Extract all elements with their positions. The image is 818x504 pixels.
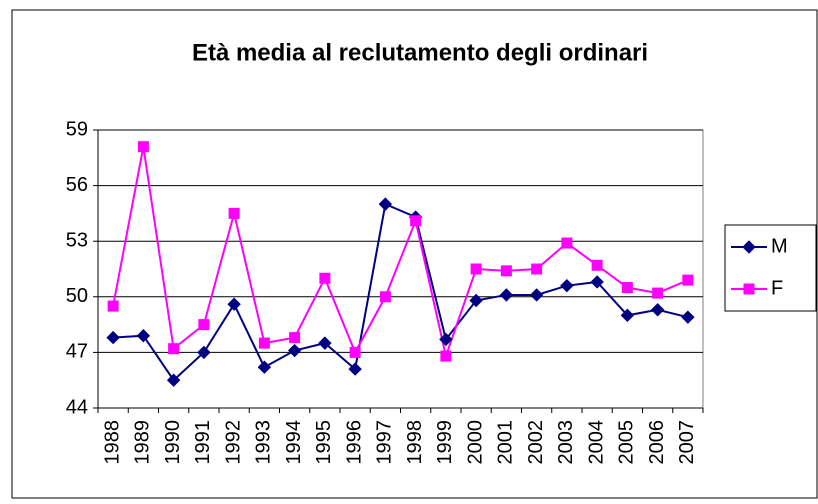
- x-tick-label: 1996: [343, 420, 365, 465]
- point: [289, 332, 301, 344]
- x-tick-label: 1995: [313, 420, 335, 465]
- point: [743, 283, 755, 295]
- x-tick-label: 1994: [283, 420, 305, 465]
- x-tick-label: 2001: [495, 420, 517, 465]
- x-tick-label: 1988: [101, 420, 123, 465]
- point: [652, 287, 664, 299]
- x-tick-label: 2000: [464, 420, 486, 465]
- x-tick-label: 1989: [132, 420, 154, 465]
- x-tick-label: 1998: [404, 420, 426, 465]
- point: [197, 345, 211, 360]
- point: [258, 337, 270, 349]
- point: [349, 346, 361, 358]
- x-tick-label: 2006: [646, 420, 668, 465]
- point: [319, 272, 331, 284]
- y-tick-label: 47: [66, 341, 88, 363]
- point: [378, 197, 393, 211]
- point: [136, 329, 151, 343]
- point: [620, 308, 635, 323]
- point: [590, 275, 604, 289]
- point: [529, 288, 544, 302]
- x-tick-label: 2007: [676, 420, 698, 465]
- point: [106, 330, 120, 345]
- point: [560, 278, 574, 293]
- point: [168, 343, 180, 355]
- x-tick-label: 2002: [525, 420, 547, 465]
- y-tick-label: 56: [66, 174, 88, 196]
- point: [379, 291, 391, 303]
- point: [348, 362, 362, 376]
- x-tick-label: 2003: [555, 420, 577, 465]
- legend-label: F: [771, 277, 783, 299]
- point: [742, 240, 756, 254]
- point: [318, 336, 332, 350]
- point: [166, 373, 181, 387]
- x-tick-label: 1999: [434, 420, 456, 465]
- point: [137, 141, 149, 153]
- legend-label: M: [771, 235, 788, 257]
- point: [561, 237, 573, 249]
- y-tick-label: 59: [66, 118, 88, 140]
- point: [682, 274, 694, 286]
- point: [228, 207, 240, 219]
- point: [500, 265, 512, 277]
- legend-box: [724, 224, 817, 312]
- point: [439, 332, 453, 347]
- y-tick-label: 44: [66, 396, 88, 418]
- x-tick-label: 2004: [585, 420, 607, 465]
- point: [681, 310, 695, 324]
- x-tick-label: 1993: [253, 420, 275, 465]
- x-tick-label: 1990: [162, 420, 184, 465]
- point: [227, 297, 241, 311]
- x-tick-label: 1997: [374, 420, 396, 465]
- point: [531, 263, 543, 275]
- point: [469, 293, 483, 308]
- x-tick-label: 2005: [616, 420, 638, 465]
- point: [287, 343, 302, 358]
- point: [257, 360, 272, 374]
- point: [470, 263, 482, 275]
- point: [591, 259, 603, 271]
- y-tick-label: 50: [66, 285, 88, 307]
- point: [621, 282, 633, 294]
- point: [650, 303, 665, 317]
- y-tick-label: 53: [66, 229, 88, 251]
- point: [440, 350, 452, 362]
- point: [107, 300, 119, 312]
- point: [410, 215, 422, 227]
- x-tick-label: 1992: [222, 420, 244, 465]
- chart-title: Età media al reclutamento degli ordinari: [192, 39, 648, 66]
- point: [499, 288, 514, 302]
- point: [198, 319, 210, 331]
- x-tick-label: 1991: [192, 420, 214, 465]
